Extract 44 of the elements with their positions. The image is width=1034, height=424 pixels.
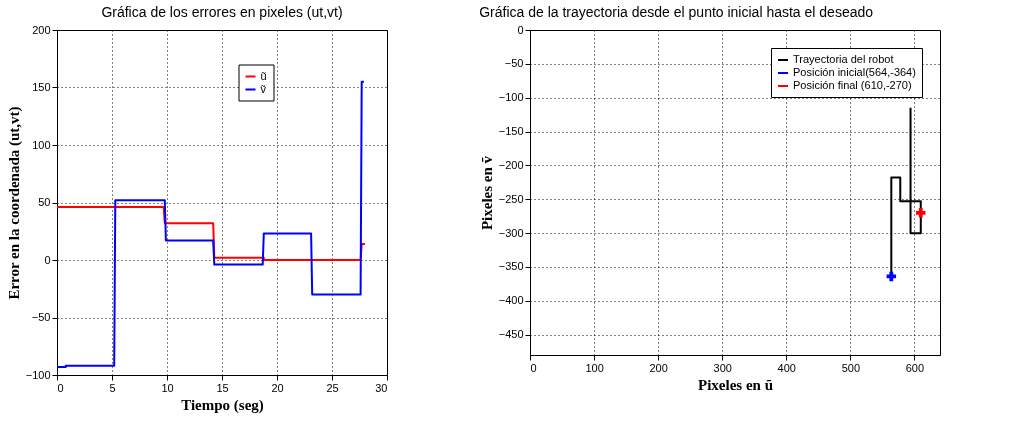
x-axis-title: Tiempo (seg) <box>181 396 264 414</box>
y-tick-label: −400 <box>498 294 524 307</box>
y-tick-label: −150 <box>498 125 524 138</box>
y-axis-title: Pixeles en ṽ <box>478 155 495 231</box>
y-tick-label: −50 <box>31 311 51 323</box>
line-series <box>57 206 366 261</box>
x-tick-label: 5 <box>109 381 116 394</box>
y-tick-label: 150 <box>32 81 51 93</box>
chart-title: Gráfica de la trayectoria desde el punto inicial hasta el deseado <box>479 4 874 20</box>
y-tick-label: 50 <box>38 196 51 208</box>
x-tick-label: 100 <box>585 361 604 374</box>
x-tick-label: 15 <box>216 381 229 394</box>
x-tick-label: 600 <box>905 361 925 374</box>
y-tick-label: −350 <box>498 260 524 273</box>
chart-title: Gráfica de los errores en pixeles (ut,vt) <box>101 4 343 20</box>
legend-label: Posición final (610,-270) <box>793 79 912 91</box>
x-tick-label: 200 <box>649 361 668 374</box>
y-tick-label: 100 <box>32 138 51 151</box>
x-tick-label: 30 <box>375 381 388 394</box>
x-tick-label: 500 <box>841 361 860 374</box>
y-tick-label: 200 <box>32 23 51 36</box>
y-tick-label: 0 <box>517 23 524 36</box>
x-tick-label: 20 <box>271 381 284 394</box>
line-series <box>57 80 365 368</box>
x-tick-label: 25 <box>326 381 339 394</box>
x-axis-title: Pixeles en ũ <box>698 376 773 393</box>
legend-label: Trayectoria del robot <box>793 53 894 65</box>
y-tick-label: 0 <box>44 253 51 266</box>
y-tick-label: −50 <box>504 57 524 70</box>
y-axis-title: Error en la coordenada (ut,vt) <box>5 106 23 300</box>
y-tick-label: −250 <box>498 192 524 205</box>
y-tick-label: −300 <box>498 226 524 239</box>
x-tick-label: 300 <box>713 361 732 374</box>
y-tick-label: −100 <box>498 91 524 104</box>
x-tick-label: 10 <box>161 381 174 394</box>
x-tick-label: 0 <box>57 381 64 394</box>
legend-label: ũ <box>260 69 267 82</box>
y-tick-label: −450 <box>498 328 524 341</box>
y-tick-label: −100 <box>25 368 51 381</box>
legend-label: ṽ <box>260 82 267 95</box>
x-tick-label: 400 <box>777 361 796 374</box>
x-tick-label: 0 <box>530 361 537 374</box>
y-tick-label: −200 <box>498 158 524 171</box>
legend-label: Posición inicial(564,-364) <box>793 66 916 78</box>
